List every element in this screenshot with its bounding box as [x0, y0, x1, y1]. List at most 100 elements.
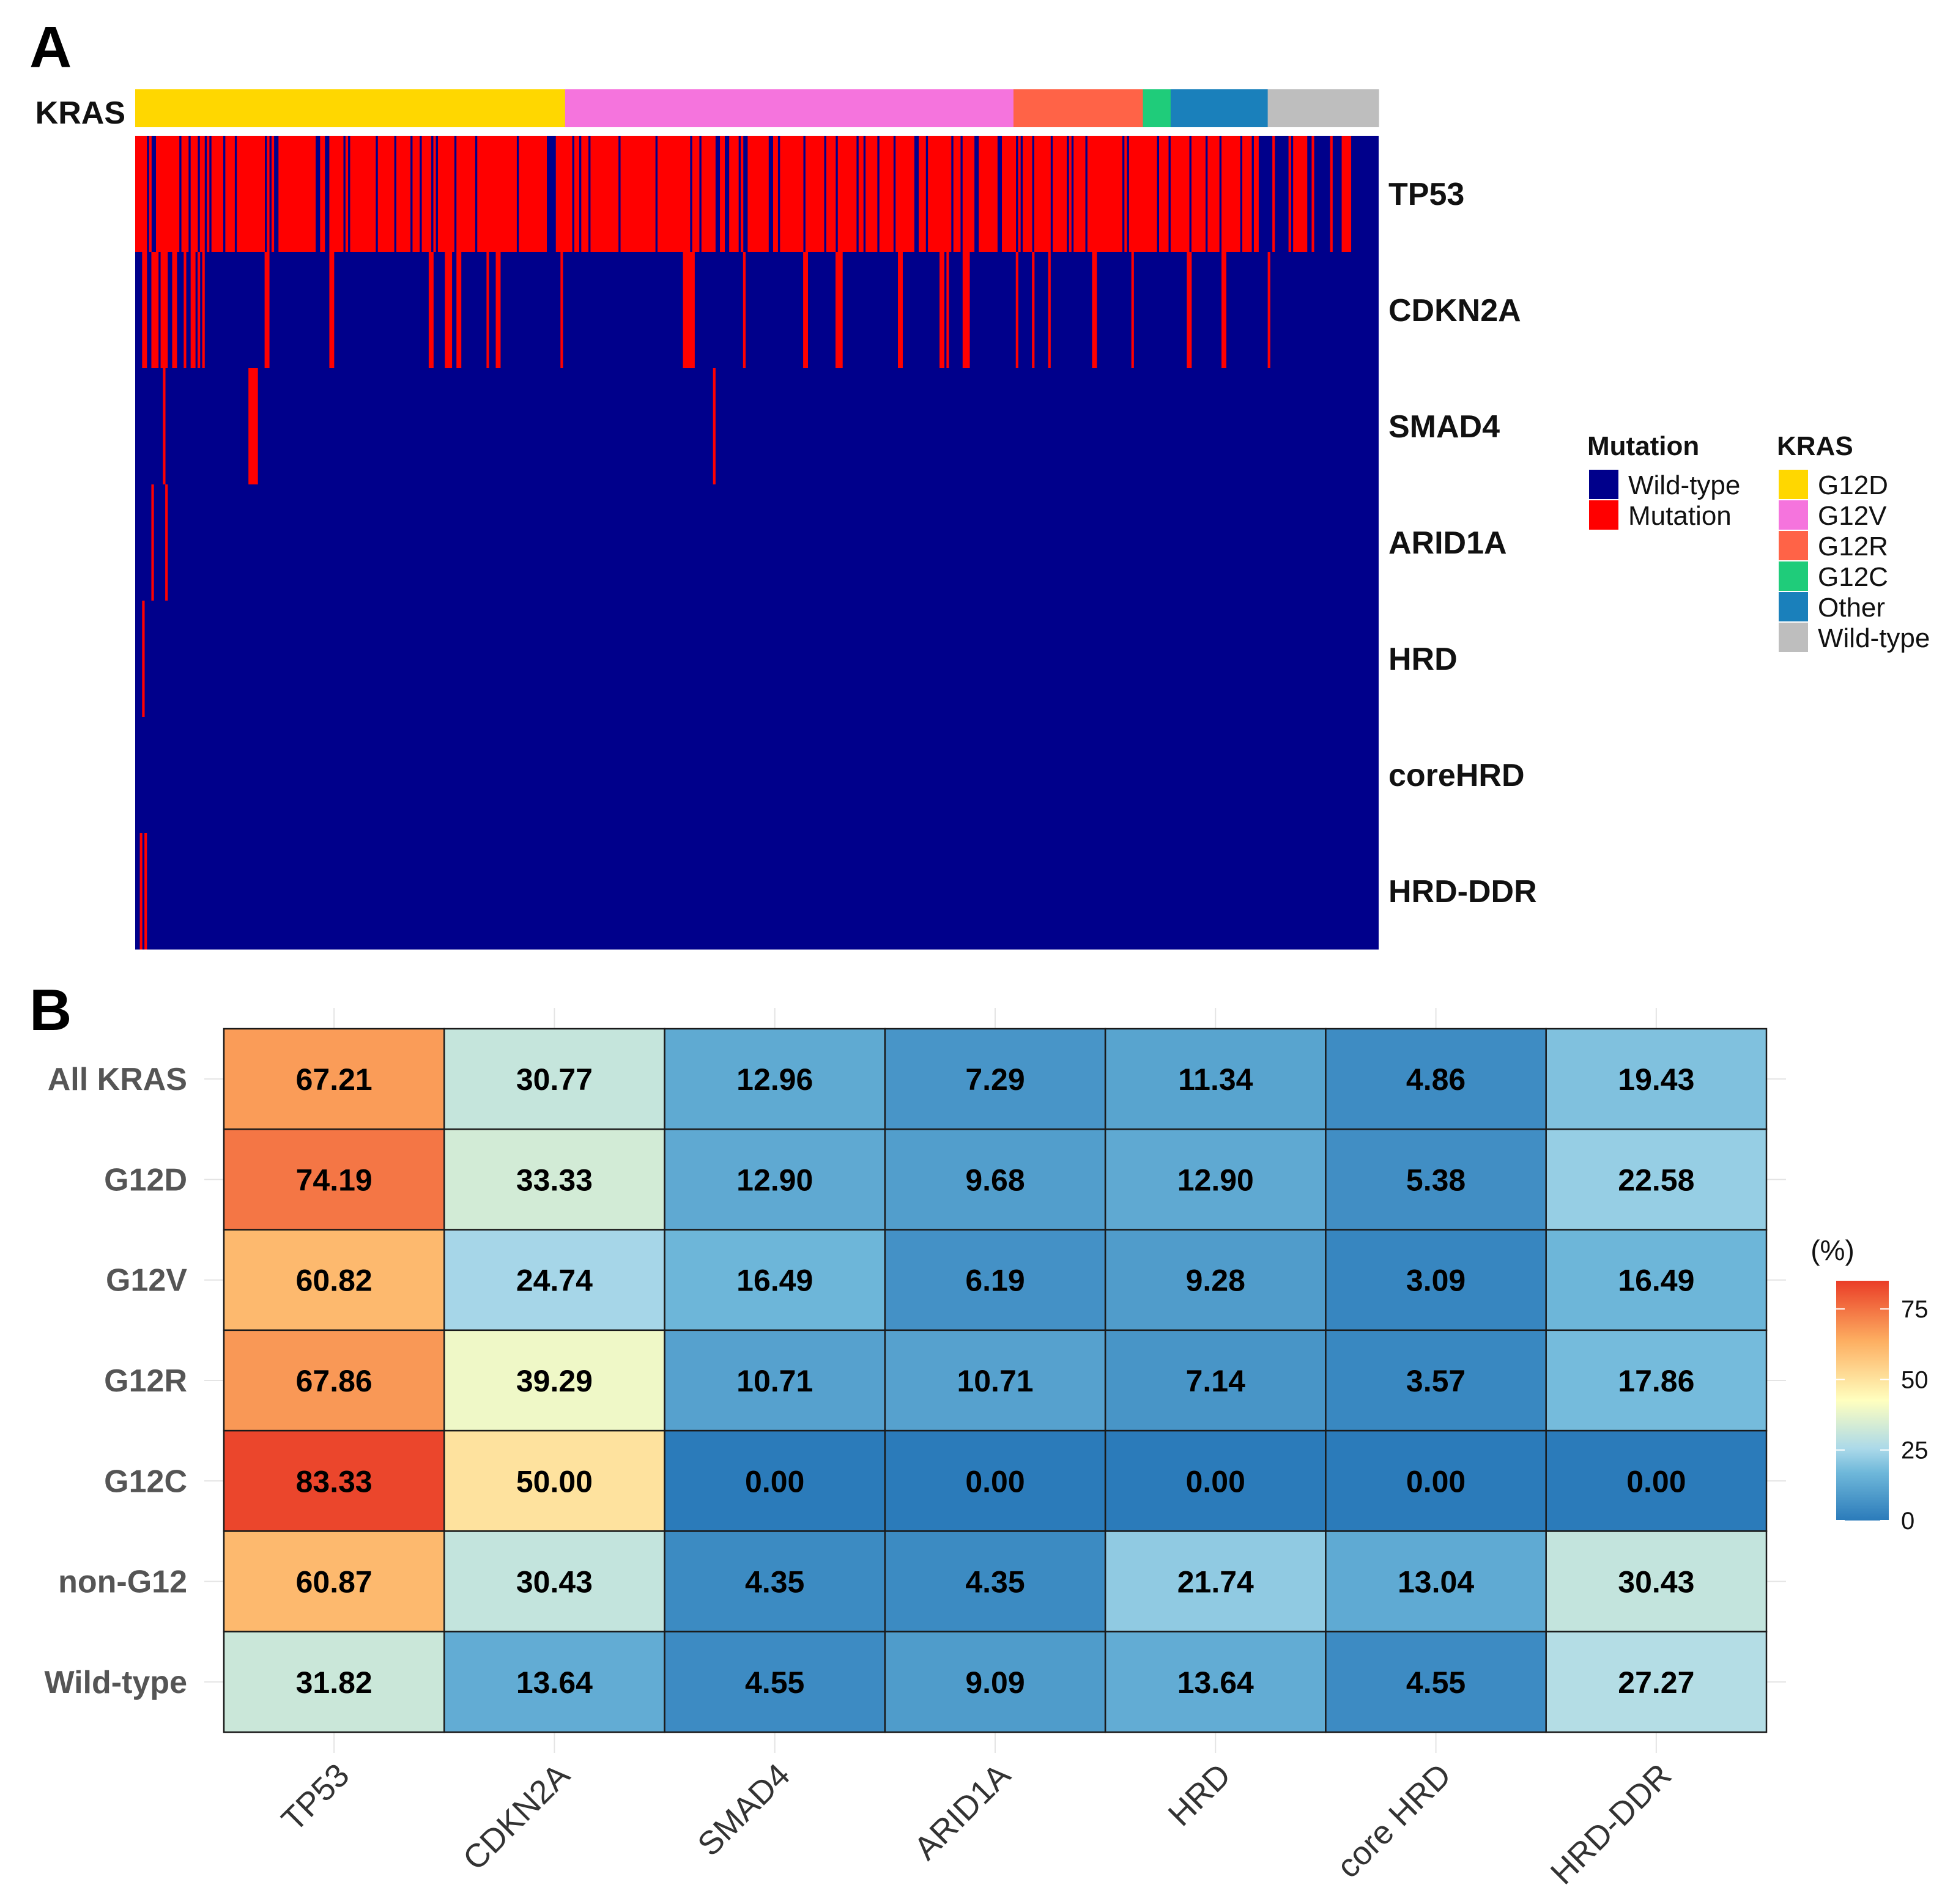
mutation-block [826, 136, 836, 253]
oncoprint-row-corehrd [135, 717, 1379, 834]
mutation-block [939, 252, 944, 369]
mutation-block [747, 136, 769, 253]
gene-label-tp53: TP53 [1388, 177, 1464, 212]
heatmap-cell [443, 1631, 665, 1733]
mutation-block [1048, 252, 1051, 369]
heatmap-cell [884, 1229, 1106, 1332]
heatmap-cell [1104, 1329, 1327, 1432]
mutation-block [211, 136, 223, 253]
mutation-block [743, 252, 746, 369]
oncoprint-row-cdkn2a [135, 252, 1379, 369]
kras-track-segment-g12v [565, 89, 1014, 127]
kras-track-segment-wild-type [1267, 89, 1379, 127]
mutation-block [350, 136, 376, 253]
heatmap-cell-value: 60.82 [296, 1264, 372, 1298]
mutation-block [773, 136, 778, 253]
mutation-legend-title: Mutation [1587, 431, 1699, 461]
legend-swatch-wild-type [1589, 470, 1618, 499]
gene-label-hrd-ddr: HRD-DDR [1388, 874, 1537, 909]
mutation-block [1087, 136, 1122, 253]
kras-track-segment-g12c [1143, 89, 1171, 127]
legend-label-mutation: Mutation [1628, 501, 1732, 531]
mutation-block [780, 136, 804, 253]
mutation-block [199, 136, 205, 253]
heatmap-cell-value: 6.19 [965, 1264, 1025, 1298]
heatmap-cell-value: 50.00 [516, 1464, 593, 1498]
mutation-block [620, 136, 656, 253]
mutation-block [1267, 252, 1270, 369]
mutation-block [412, 136, 420, 253]
heatmap-cell-value: 17.86 [1618, 1364, 1694, 1398]
mutation-block [895, 136, 914, 253]
heatmap-cell-value: 0.00 [1186, 1464, 1245, 1498]
mutation-block [1293, 136, 1308, 253]
heatmap-cell-value: 13.64 [516, 1665, 593, 1700]
mutation-block [142, 252, 147, 369]
mutation-block [271, 136, 275, 253]
kras-track-label: KRAS [35, 95, 125, 131]
heatmap-cell [664, 1028, 886, 1130]
mutation-block [160, 252, 168, 369]
legend-swatch-g12v [1779, 500, 1808, 530]
mutation-block [1170, 136, 1190, 253]
gene-label-smad4: SMAD4 [1388, 409, 1500, 445]
mutation-block [190, 252, 196, 369]
mutation-block [555, 136, 573, 253]
mutation-block [248, 368, 258, 485]
colorbar: (%) 75 50 25 0 [1810, 1234, 1928, 1535]
mutation-block [495, 252, 501, 369]
mutation-block [1187, 252, 1192, 369]
oncoprint-row-arid1a [135, 484, 1379, 601]
heatmap-cell-value: 74.19 [296, 1163, 372, 1197]
kras-track-segment-g12d [135, 89, 566, 127]
oncoprint-row-smad4 [135, 368, 1379, 485]
mutation-block [198, 252, 201, 369]
legend-swatch-other [1779, 592, 1808, 621]
legend-label-other: Other [1818, 593, 1885, 623]
mutation-block [433, 136, 436, 253]
heatmap-cell-value: 16.49 [736, 1264, 813, 1298]
colorbar-tick-label: 50 [1901, 1366, 1929, 1393]
mutation-block [1159, 136, 1169, 253]
mutation-block [421, 136, 432, 253]
mutation-block [946, 252, 949, 369]
heatmap-cell-value: 12.96 [736, 1062, 813, 1097]
heatmap-cell-value: 83.33 [296, 1464, 372, 1498]
mutation-block [1330, 136, 1333, 253]
heatmap-cell-value: 9.28 [1186, 1264, 1245, 1298]
colorbar-tick-label: 75 [1901, 1296, 1929, 1323]
mutation-block [1221, 136, 1240, 253]
mutation-block [1053, 136, 1067, 253]
row-label: All KRAS [48, 1062, 187, 1097]
colorbar-tick-label: 25 [1901, 1437, 1929, 1464]
heatmap-cell-value: 5.38 [1406, 1163, 1466, 1197]
mutation-block [477, 136, 517, 253]
heatmap-cell [1545, 1530, 1768, 1632]
heatmap-cell [223, 1530, 445, 1632]
heatmap-cell [1104, 1530, 1327, 1632]
heatmap-cell-value: 7.29 [965, 1062, 1025, 1097]
mutation-block [1073, 136, 1086, 253]
heatmap-cell-value: 21.74 [1177, 1565, 1254, 1599]
heatmap-cell-value: 3.09 [1406, 1264, 1466, 1298]
legend-swatch-g12r [1779, 531, 1808, 560]
heatmap-cell-value: 10.71 [736, 1364, 813, 1398]
heatmap-cell [884, 1530, 1106, 1632]
heatmap-cell-value: 0.00 [965, 1464, 1025, 1498]
row-label: G12V [106, 1263, 187, 1298]
heatmap-cell-value: 7.14 [1186, 1364, 1246, 1398]
heatmap-cell-value: 12.90 [736, 1163, 813, 1197]
legend-label-g12r: G12R [1818, 532, 1888, 561]
mutation-block [456, 252, 462, 369]
heatmap-cell [1104, 1028, 1327, 1130]
legend-label-g12d: G12D [1818, 470, 1888, 500]
gene-label-hrd: HRD [1388, 642, 1458, 677]
heatmap-cell-value: 0.00 [745, 1464, 804, 1498]
heatmap-cell-value: 33.33 [516, 1163, 593, 1197]
mutation-block [953, 136, 961, 253]
frequency-heatmap: 67.21 30.77 12.96 7.29 11.34 4.86 19.43 74.19 33… [223, 1028, 1768, 1733]
heatmap-cell [664, 1329, 886, 1432]
mutation-block [560, 252, 563, 369]
heatmap-cell-value: 19.43 [1618, 1062, 1694, 1097]
kras-track-segment-g12r [1013, 89, 1144, 127]
